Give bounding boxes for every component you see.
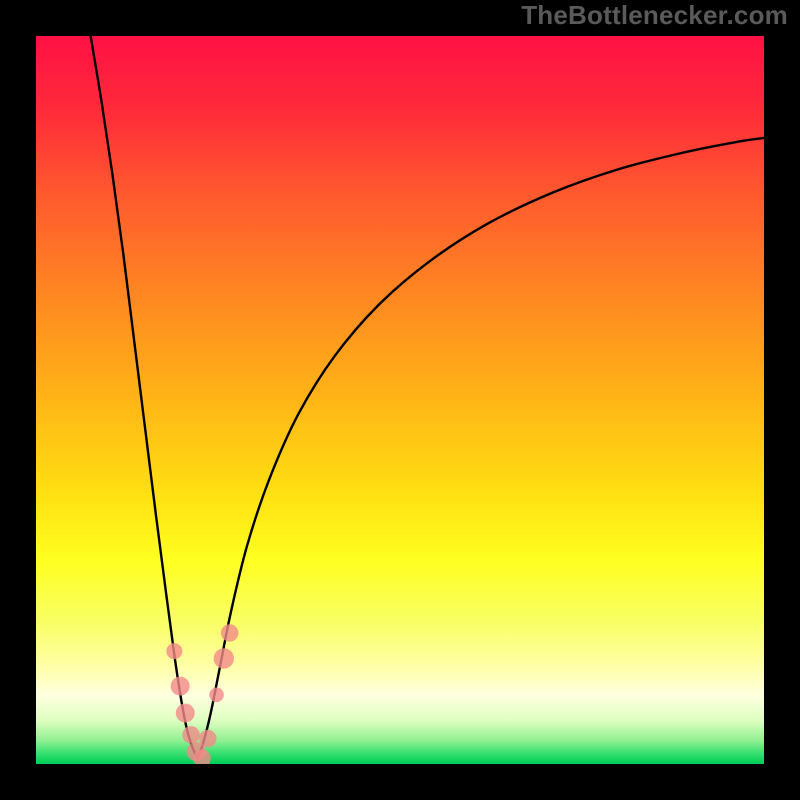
- data-marker: [209, 688, 224, 703]
- watermark-label: TheBottlenecker.com: [521, 0, 788, 31]
- data-marker: [199, 730, 216, 747]
- data-marker: [166, 643, 182, 659]
- plot-svg: [36, 36, 764, 764]
- data-marker: [176, 704, 195, 723]
- data-marker: [171, 677, 190, 696]
- gradient-background: [36, 36, 764, 764]
- data-marker: [221, 624, 238, 641]
- plot-area: [36, 36, 764, 764]
- data-marker: [214, 648, 234, 668]
- data-marker: [182, 726, 199, 743]
- chart-frame: TheBottlenecker.com: [0, 0, 800, 800]
